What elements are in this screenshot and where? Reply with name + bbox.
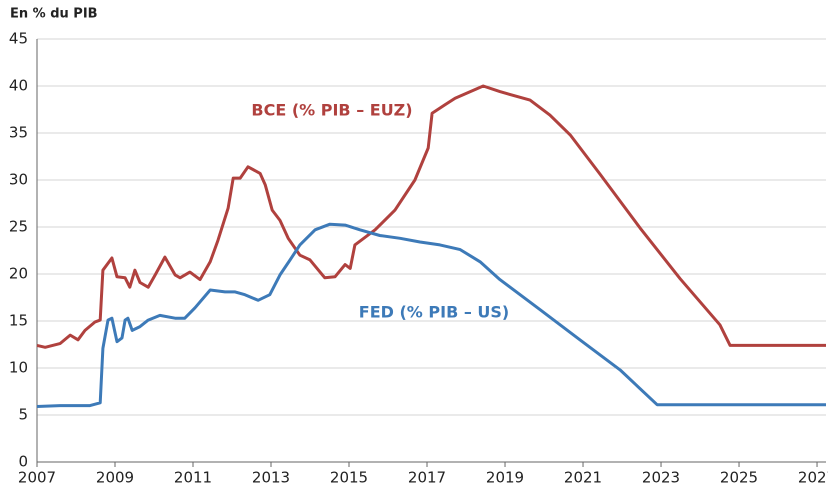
x-tick-label: 2027: [798, 469, 828, 487]
y-tick-label: 30: [9, 171, 28, 189]
x-tick-label: 2021: [564, 469, 602, 487]
series-line: [36, 222, 826, 408]
series-line: [36, 84, 826, 349]
x-tick-label: 2025: [720, 469, 758, 487]
x-tick-label: 2013: [252, 469, 290, 487]
x-tick-label: 2015: [330, 469, 368, 487]
series-label: FED (% PIB – US): [359, 303, 509, 322]
y-tick-label: 25: [9, 218, 28, 236]
y-tick-label: 15: [9, 312, 28, 330]
x-tick-label: 2009: [96, 469, 134, 487]
y-tick-label: 0: [18, 453, 28, 471]
y-tick-label: 40: [9, 77, 28, 95]
y-tick-label: 35: [9, 124, 28, 142]
series-label: BCE (% PIB – EUZ): [251, 101, 412, 120]
x-tick-label: 2011: [174, 469, 212, 487]
y-tick-label: 5: [18, 406, 28, 424]
y-tick-label: 45: [9, 30, 28, 48]
x-tick-label: 2019: [486, 469, 524, 487]
y-tick-label: 20: [9, 265, 28, 283]
y-tick-label: 10: [9, 359, 28, 377]
x-tick-label: 2017: [408, 469, 446, 487]
x-tick-label: 2023: [642, 469, 680, 487]
x-tick-label: 2007: [18, 469, 56, 487]
y-axis-label: En % du PIB: [10, 7, 98, 22]
